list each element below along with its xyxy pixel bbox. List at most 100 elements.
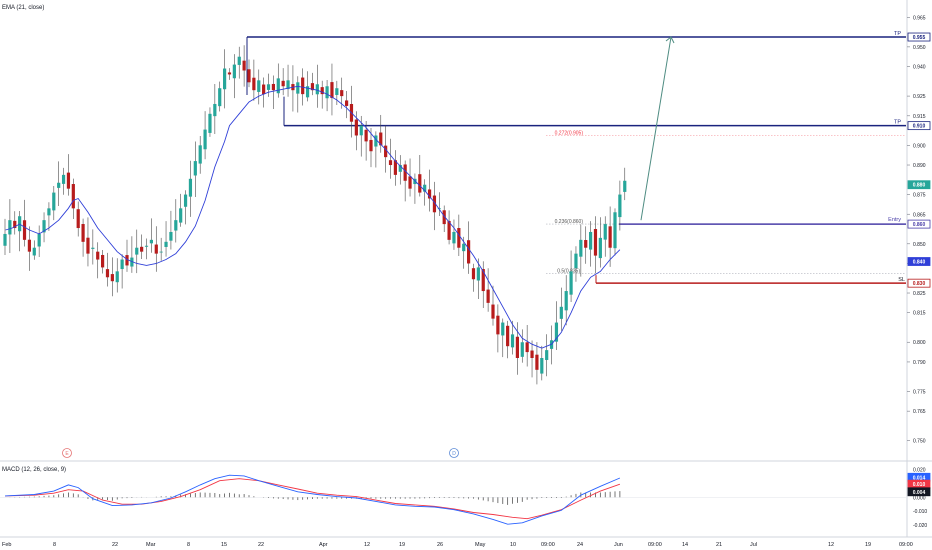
time-tick-label: 26 — [437, 542, 443, 548]
candle — [47, 202, 51, 231]
candle — [291, 65, 295, 112]
candle — [42, 212, 46, 243]
candle — [398, 155, 402, 185]
candle — [105, 252, 110, 287]
candle — [227, 68, 232, 80]
ema-line — [5, 85, 621, 349]
macd-tick-label: -0.020 — [913, 523, 927, 529]
event-marker-label: D — [452, 451, 456, 457]
price-tick-label: 0.865 — [913, 212, 926, 218]
svg-text:0.830: 0.830 — [913, 281, 926, 287]
price-axis: 0.965 0.950 0.940 0.925 0.915 0.900 0.890 0.875… — [907, 15, 927, 529]
price-tag: 0.830 — [907, 278, 931, 288]
macd-tick-label: 0.000 — [913, 495, 926, 501]
candle — [305, 71, 310, 102]
candle — [91, 229, 95, 265]
candle — [535, 342, 539, 385]
price-tick-label: 0.950 — [913, 45, 926, 51]
time-tick-label: 12 — [364, 542, 370, 548]
sl-text: SL — [898, 277, 905, 283]
candle — [164, 221, 168, 257]
candle — [491, 285, 495, 326]
candle — [101, 250, 105, 274]
price-tag: 0.910 — [907, 121, 931, 131]
candle — [237, 46, 241, 79]
macd-tick-label: 0.020 — [913, 468, 926, 474]
fib-label: 0.272(0.905) — [555, 130, 584, 136]
candle — [76, 201, 80, 237]
price-tick-label: 0.825 — [913, 291, 926, 297]
trade-levels: TP TP Entry SL — [246, 31, 906, 284]
macd-line — [4, 474, 621, 525]
svg-text:0.014: 0.014 — [913, 475, 926, 481]
candle — [559, 287, 563, 331]
candle — [471, 263, 476, 292]
candle — [193, 141, 197, 197]
candle — [252, 59, 256, 101]
tp-lower-text: TP — [894, 120, 901, 126]
svg-text:0.004: 0.004 — [913, 490, 926, 496]
candle — [418, 155, 422, 197]
ema-indicator-label[interactable]: EMA (21, close) — [2, 5, 44, 11]
macd-indicator-label[interactable]: MACD (12, 26, close, 9) — [2, 467, 66, 473]
candle — [554, 301, 559, 351]
candle — [447, 210, 451, 245]
candle — [110, 257, 114, 297]
candle — [320, 80, 324, 109]
candle — [393, 150, 397, 186]
candle — [130, 236, 134, 273]
candle — [501, 318, 505, 358]
candle — [57, 161, 61, 206]
price-tag: 0.880 — [907, 180, 931, 190]
ema-series-line — [5, 85, 621, 349]
candle — [271, 75, 275, 110]
candle — [247, 59, 251, 88]
price-tick-label: 0.750 — [913, 439, 926, 445]
time-tick-label: 10 — [510, 542, 516, 548]
candle — [96, 242, 100, 279]
svg-text:0.880: 0.880 — [913, 183, 926, 189]
tp-upper-text: TP — [894, 31, 901, 37]
price-tags: 0.955 0.910 0.860 0.830 0.840 0.880 0.0140.010… — [907, 32, 931, 497]
price-tick-label: 0.850 — [913, 242, 926, 248]
time-tick-label: 8 — [53, 542, 56, 548]
price-tick-label: 0.900 — [913, 143, 926, 149]
candle — [374, 131, 378, 168]
candle — [13, 211, 17, 235]
time-tick-label: 15 — [221, 542, 227, 548]
time-tick-label: 12 — [828, 542, 834, 548]
candle — [403, 160, 407, 202]
svg-text:0.840: 0.840 — [913, 260, 926, 266]
candle — [71, 178, 75, 220]
candle — [369, 127, 373, 168]
candle — [510, 320, 515, 355]
candle — [115, 258, 119, 293]
price-tag: 0.004 — [907, 487, 931, 497]
time-tick-label: Mar — [146, 542, 156, 548]
candle — [452, 219, 456, 250]
candle — [437, 192, 441, 216]
candle — [545, 334, 549, 377]
candle — [208, 107, 212, 137]
time-axis: Feb 8 22 Mar 8 15 22 Apr 12 19 26 May 10 09:00 24 Jun 09… — [2, 542, 913, 548]
candle — [310, 72, 315, 96]
candle — [125, 239, 129, 272]
price-tick-label: 0.925 — [913, 94, 926, 100]
projection-arrow — [640, 36, 675, 221]
price-tag: 0.840 — [907, 257, 931, 266]
candle — [442, 205, 446, 232]
price-tick-label: 0.915 — [913, 114, 926, 120]
candle — [18, 210, 22, 252]
time-tick-label: 22 — [258, 542, 264, 548]
entry-text: Entry — [888, 217, 901, 223]
candle — [257, 69, 261, 105]
time-tick-label: 21 — [716, 542, 722, 548]
time-tick-label: Apr — [319, 542, 328, 548]
candle — [423, 179, 427, 206]
candle — [276, 63, 280, 98]
candle — [169, 210, 173, 250]
candle — [569, 250, 573, 303]
